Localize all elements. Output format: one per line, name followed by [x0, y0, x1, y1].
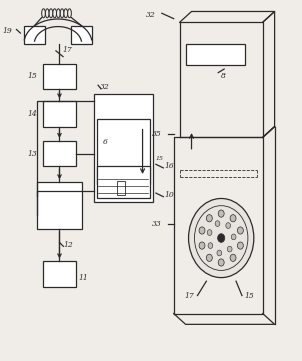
Bar: [94, 94, 153, 202]
Ellipse shape: [53, 9, 56, 18]
Text: 11: 11: [79, 274, 88, 282]
Text: 14: 14: [27, 110, 37, 118]
Bar: [43, 261, 76, 287]
Text: 19: 19: [2, 27, 12, 35]
Circle shape: [217, 250, 222, 256]
Circle shape: [199, 227, 205, 234]
Ellipse shape: [49, 9, 53, 18]
Text: 17: 17: [185, 292, 194, 300]
Text: 32: 32: [100, 83, 109, 91]
Circle shape: [215, 221, 220, 226]
Circle shape: [237, 227, 243, 234]
Bar: [97, 119, 150, 184]
Text: 10: 10: [165, 191, 175, 199]
Bar: [43, 101, 76, 127]
Circle shape: [207, 230, 212, 235]
Text: 35: 35: [152, 130, 162, 138]
Ellipse shape: [64, 9, 68, 18]
Circle shape: [218, 210, 224, 217]
Text: 33: 33: [152, 219, 162, 228]
Ellipse shape: [45, 9, 49, 18]
Bar: [43, 64, 76, 89]
Circle shape: [227, 246, 232, 252]
Ellipse shape: [56, 9, 60, 18]
Bar: [97, 166, 150, 199]
Circle shape: [237, 242, 243, 249]
Text: 32: 32: [146, 11, 156, 19]
Circle shape: [231, 234, 236, 240]
Text: 12: 12: [64, 241, 74, 249]
Circle shape: [199, 242, 205, 249]
Text: 15: 15: [156, 156, 164, 161]
Bar: [43, 141, 76, 166]
Ellipse shape: [42, 9, 45, 18]
Bar: [37, 182, 82, 229]
Bar: [71, 26, 92, 44]
Circle shape: [230, 215, 236, 222]
Text: 6: 6: [102, 138, 108, 146]
Circle shape: [208, 243, 213, 248]
Circle shape: [218, 234, 225, 242]
Circle shape: [206, 254, 212, 261]
Circle shape: [218, 259, 224, 266]
Text: 8: 8: [221, 72, 226, 80]
Text: 15: 15: [27, 72, 37, 80]
Circle shape: [194, 206, 248, 270]
Bar: [186, 44, 245, 65]
Circle shape: [206, 215, 212, 222]
Text: 13: 13: [27, 149, 37, 157]
Circle shape: [230, 254, 236, 261]
Bar: [24, 26, 45, 44]
Ellipse shape: [68, 9, 71, 18]
Bar: [117, 180, 125, 195]
Ellipse shape: [60, 9, 64, 18]
Text: 16: 16: [165, 162, 175, 170]
Circle shape: [188, 199, 254, 278]
Circle shape: [226, 223, 231, 229]
Text: 15: 15: [245, 292, 255, 300]
Text: 17: 17: [63, 46, 72, 54]
